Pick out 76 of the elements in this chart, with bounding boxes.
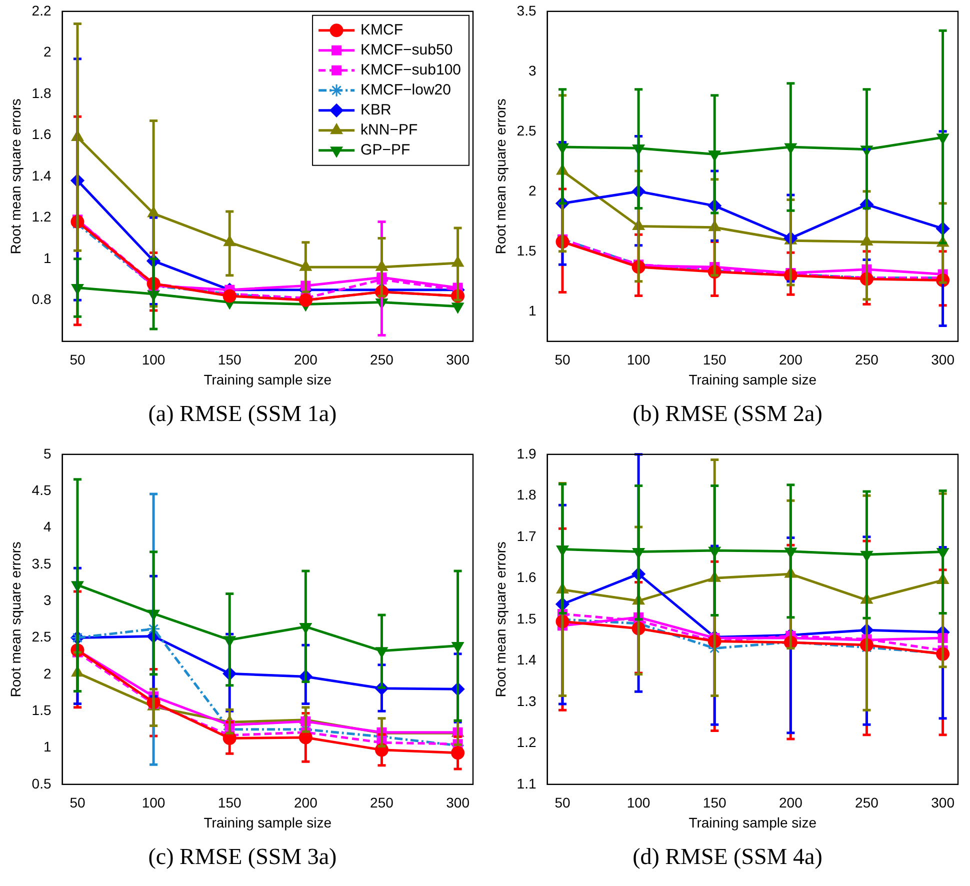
x-tick-label: 250 (855, 794, 879, 811)
x-tick-label: 100 (142, 794, 166, 811)
y-tick-label: 3.5 (32, 555, 52, 572)
y-tick-label: 1.8 (32, 84, 52, 101)
y-tick-label: 1.4 (516, 652, 536, 668)
y-axis-title: Root mean square errors (492, 542, 508, 698)
x-axis-title: Training sample size (204, 371, 332, 388)
y-tick-label: 1 (43, 250, 52, 266)
y-tick-label: 1.6 (32, 126, 52, 142)
y-tick-label: 1.5 (516, 610, 536, 626)
y-tick-label: 1.7 (516, 528, 536, 544)
y-tick-label: 3 (43, 592, 52, 608)
text: (b) RMSE (SSM 2a) (632, 401, 824, 427)
y-tick-label: 4 (43, 518, 52, 535)
y-tick-label: 1.4 (32, 167, 52, 184)
y-tick-label: 2 (43, 44, 52, 60)
y-tick-label: 2.5 (516, 122, 536, 138)
y-tick-label: 3.5 (516, 2, 536, 18)
x-tick-label: 250 (855, 352, 879, 368)
legend-label: KMCF−sub100 (360, 62, 461, 79)
x-tick-label: 50 (554, 352, 570, 368)
x-tick-label: 200 (778, 352, 803, 368)
x-tick-label: 150 (702, 352, 726, 368)
y-tick-label: 1 (528, 302, 536, 318)
x-tick-label: 200 (778, 794, 803, 811)
x-tick-label: 150 (218, 352, 242, 368)
y-tick-label: 1.3 (516, 692, 536, 709)
x-axis-title: Training sample size (688, 814, 817, 830)
text: (c) RMSE (SSM 3a) (147, 844, 338, 870)
y-tick-label: 1.8 (516, 486, 536, 503)
x-tick-label: 250 (370, 352, 394, 368)
y-tick-label: 1.6 (516, 569, 536, 586)
y-tick-label: 1.2 (516, 734, 536, 750)
legend-label: GP−PF (360, 142, 410, 159)
x-tick-label: 100 (626, 352, 650, 368)
y-tick-label: 1.5 (516, 242, 536, 258)
y-tick-label: 2.5 (32, 628, 52, 645)
y-tick-label: 2 (528, 182, 536, 198)
x-tick-label: 100 (142, 352, 166, 368)
x-tick-label: 100 (626, 794, 650, 811)
x-tick-label: 50 (70, 794, 86, 811)
x-tick-label: 50 (554, 794, 570, 811)
x-axis-title: Training sample size (204, 814, 332, 830)
y-tick-label: 1.5 (32, 702, 52, 718)
x-tick-label: 150 (218, 794, 242, 811)
x-axis-title: Training sample size (688, 371, 817, 388)
x-tick-label: 300 (931, 794, 955, 811)
text: (a) RMSE (SSM 1a) (147, 401, 338, 427)
x-tick-label: 150 (702, 794, 726, 811)
y-tick-label: 5 (43, 445, 52, 462)
y-tick-label: 1.9 (516, 445, 536, 462)
legend-label: KMCF−low20 (360, 82, 451, 99)
y-tick-label: 1.1 (516, 775, 536, 792)
legend-label: KMCF (360, 22, 404, 39)
y-axis-title: Root mean square errors (7, 98, 24, 254)
x-tick-label: 200 (294, 352, 318, 368)
x-tick-label: 300 (446, 352, 470, 368)
y-tick-label: 2 (43, 665, 52, 682)
legend-label: KMCF−sub50 (360, 42, 453, 59)
y-tick-label: 0.8 (32, 291, 52, 308)
legend-label: KBR (360, 102, 392, 119)
x-tick-label: 200 (294, 794, 318, 811)
y-tick-label: 1 (43, 738, 52, 755)
x-tick-label: 300 (931, 352, 955, 368)
y-tick-label: 2.2 (32, 2, 52, 18)
x-tick-label: 300 (446, 794, 470, 811)
x-tick-label: 50 (70, 352, 86, 368)
legend-label: kNN−PF (360, 122, 418, 139)
text: (d) RMSE (SSM 4a) (632, 844, 824, 870)
y-axis-title: Root mean square errors (7, 542, 24, 698)
y-tick-label: 0.5 (32, 775, 52, 792)
y-tick-label: 1.2 (32, 208, 52, 225)
x-tick-label: 250 (370, 794, 394, 811)
y-axis-title: Root mean square errors (492, 98, 508, 254)
y-tick-label: 4.5 (32, 482, 52, 498)
y-tick-label: 3 (528, 62, 536, 78)
